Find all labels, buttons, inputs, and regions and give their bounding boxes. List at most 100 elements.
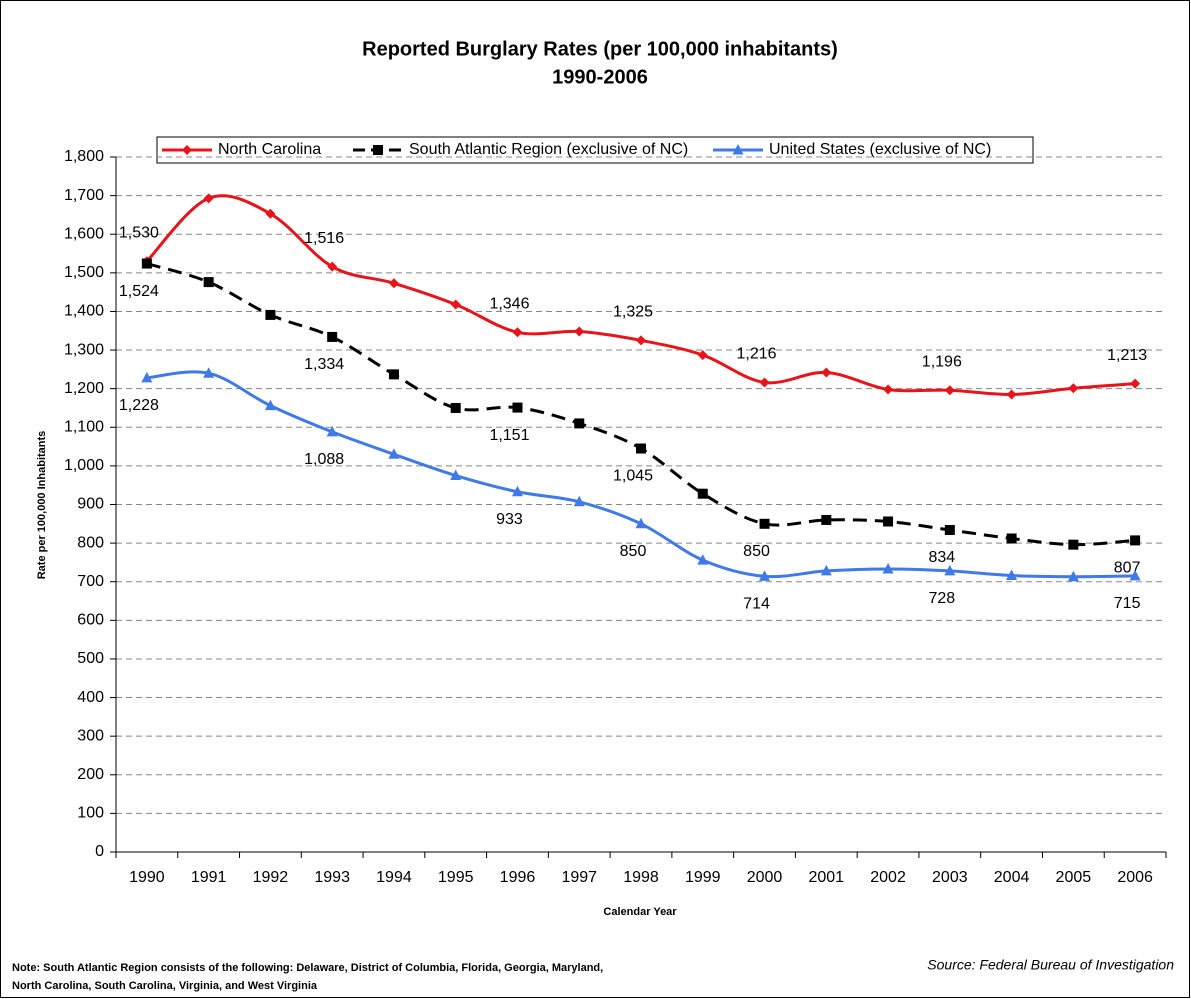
y-tick-label: 1,000 — [64, 457, 104, 474]
y-tick-label: 1,200 — [64, 380, 104, 397]
marker — [1067, 570, 1079, 582]
marker — [883, 516, 894, 527]
x-tick-label: 2003 — [932, 869, 968, 886]
source: Source: Federal Bureau of Investigation — [927, 957, 1174, 973]
marker — [265, 309, 276, 320]
marker — [635, 517, 647, 529]
y-tick-label: 500 — [77, 650, 104, 667]
marker — [882, 562, 894, 574]
marker — [697, 554, 709, 565]
marker — [944, 385, 955, 396]
marker — [326, 425, 338, 437]
y-tick-label: 1,600 — [64, 225, 104, 242]
chart-title: Reported Burglary Rates (per 100,000 inh… — [362, 38, 838, 60]
note: North Carolina, South Carolina, Virginia… — [12, 980, 318, 992]
marker — [373, 145, 383, 155]
marker — [759, 518, 770, 529]
marker — [636, 443, 646, 454]
x-axis-label: Calendar Year — [603, 906, 677, 918]
data-label: 1,524 — [119, 283, 159, 300]
x-tick-label: 2006 — [1117, 869, 1153, 886]
marker — [636, 335, 646, 346]
marker — [1068, 383, 1079, 394]
y-tick-label: 1,400 — [64, 303, 104, 320]
marker — [1129, 569, 1141, 581]
marker — [573, 495, 585, 507]
y-tick-label: 400 — [77, 689, 104, 706]
y-tick-label: 1,700 — [64, 187, 104, 204]
x-tick-label: 1994 — [376, 869, 412, 886]
marker — [759, 570, 771, 581]
data-label: 715 — [1114, 595, 1141, 612]
data-label: 1,045 — [613, 468, 653, 485]
data-label: 850 — [743, 543, 770, 560]
marker — [1006, 389, 1017, 400]
y-tick-label: 1,100 — [64, 418, 104, 435]
marker — [697, 350, 708, 361]
x-tick-label: 2002 — [870, 869, 906, 886]
data-label: 1,216 — [737, 346, 777, 363]
marker — [883, 384, 894, 395]
marker — [821, 514, 832, 525]
marker — [1006, 533, 1017, 544]
note: Note: South Atlantic Region consists of … — [12, 962, 603, 974]
marker — [1130, 378, 1141, 389]
marker — [574, 418, 585, 429]
data-label: 1,228 — [119, 397, 159, 414]
data-label: 933 — [496, 511, 523, 528]
data-label: 1,088 — [304, 451, 344, 468]
marker — [820, 564, 832, 576]
x-tick-label: 2001 — [808, 869, 844, 886]
data-label: 1,334 — [304, 356, 344, 373]
x-tick-label: 1993 — [314, 869, 350, 886]
data-label: 1,151 — [489, 427, 529, 444]
y-tick-label: 200 — [77, 766, 104, 783]
marker — [265, 208, 276, 219]
data-label: 1,213 — [1107, 347, 1147, 364]
marker — [821, 367, 832, 378]
marker — [388, 278, 399, 289]
marker — [203, 193, 214, 204]
x-tick-label: 1995 — [438, 869, 474, 886]
y-tick-label: 1,500 — [64, 264, 104, 281]
y-tick-label: 1,300 — [64, 341, 104, 358]
marker — [388, 448, 400, 459]
x-tick-label: 1992 — [253, 869, 289, 886]
y-tick-label: 700 — [77, 573, 104, 590]
x-tick-label: 2000 — [747, 869, 783, 886]
x-tick-label: 1991 — [191, 869, 227, 886]
marker — [1006, 569, 1018, 581]
series-line — [146, 370, 1136, 579]
marker — [697, 488, 708, 499]
marker — [182, 145, 192, 155]
marker — [1068, 539, 1079, 550]
legend-label: United States (exclusive of NC) — [769, 141, 991, 158]
marker — [512, 327, 523, 338]
x-tick-label: 1999 — [685, 869, 721, 886]
marker — [203, 367, 215, 378]
x-tick-label: 1990 — [129, 869, 165, 886]
marker — [512, 402, 523, 413]
marker — [511, 485, 523, 497]
marker — [141, 258, 152, 269]
data-label: 728 — [928, 590, 955, 607]
chart-subtitle: 1990-2006 — [552, 66, 648, 88]
data-label: 834 — [928, 549, 955, 566]
y-axis-label: Rate per 100,000 Inhabitants — [36, 431, 48, 580]
legend-box — [156, 136, 1034, 164]
marker — [759, 377, 770, 388]
y-tick-label: 1,800 — [64, 148, 104, 165]
marker — [450, 402, 461, 413]
data-label: 1,346 — [489, 296, 529, 313]
x-tick-label: 1998 — [623, 869, 659, 886]
y-tick-label: 100 — [77, 805, 104, 822]
marker — [1130, 535, 1141, 546]
legend-label: North Carolina — [218, 141, 321, 158]
y-tick-label: 900 — [77, 496, 104, 513]
legend-label: South Atlantic Region (exclusive of NC) — [409, 141, 688, 158]
data-label: 850 — [620, 543, 647, 560]
x-tick-label: 2005 — [1056, 869, 1092, 886]
marker — [327, 261, 338, 272]
